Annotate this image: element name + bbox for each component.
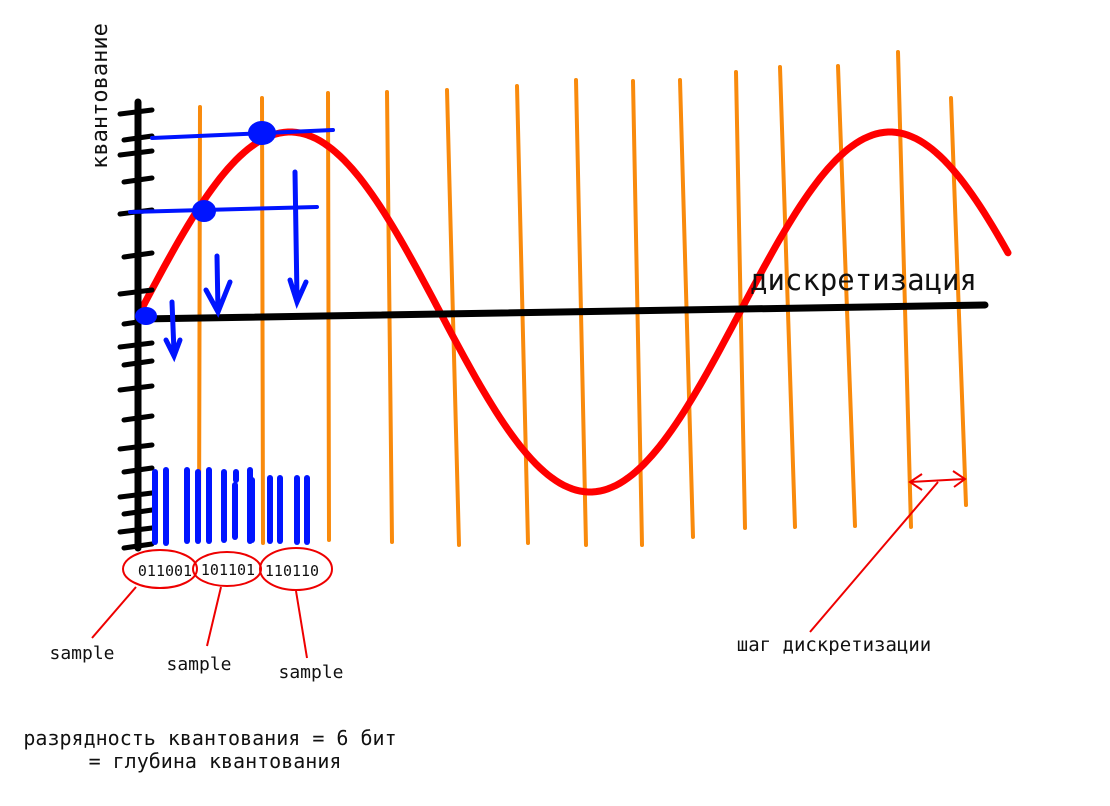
sample-label: sample — [278, 662, 343, 683]
tick — [121, 413, 155, 423]
tick — [121, 250, 155, 260]
sampling-line — [734, 70, 747, 530]
tick — [117, 442, 155, 452]
sampling-line — [836, 64, 857, 528]
tick — [121, 175, 155, 185]
code: 011001 — [138, 562, 192, 580]
footer-line: разрядность квантования = 6 бит — [23, 726, 396, 750]
tick — [121, 465, 155, 475]
sampling-lines — [197, 50, 968, 547]
code-ellipses — [91, 470, 967, 659]
horizontal-axis-label: дискретизация — [750, 263, 977, 297]
step-label: шаг дискретизации — [737, 634, 931, 656]
tick — [117, 525, 155, 535]
tick — [117, 107, 155, 117]
tick — [117, 490, 155, 500]
sampling-line — [260, 96, 265, 545]
axes — [134, 98, 989, 552]
tick — [117, 287, 155, 297]
tick — [121, 541, 155, 551]
quantization-marks — [128, 121, 335, 363]
bit-bars — [152, 467, 310, 546]
tick — [121, 358, 155, 368]
sampling-line — [949, 96, 968, 507]
sampling-line — [778, 65, 797, 529]
tick — [117, 148, 155, 158]
tick — [121, 133, 155, 143]
tick — [117, 383, 155, 393]
footer-line: = глубина квантования — [89, 749, 342, 773]
sampling-line — [197, 105, 202, 542]
sampling-line — [445, 88, 461, 547]
sample-label: sample — [49, 643, 114, 664]
tick — [117, 340, 155, 350]
tick — [121, 507, 155, 517]
sample-label: sample — [166, 654, 231, 675]
code: 110110 — [265, 562, 319, 580]
vertical-axis-label: квантование — [88, 23, 113, 169]
code: 101101 — [201, 561, 255, 579]
